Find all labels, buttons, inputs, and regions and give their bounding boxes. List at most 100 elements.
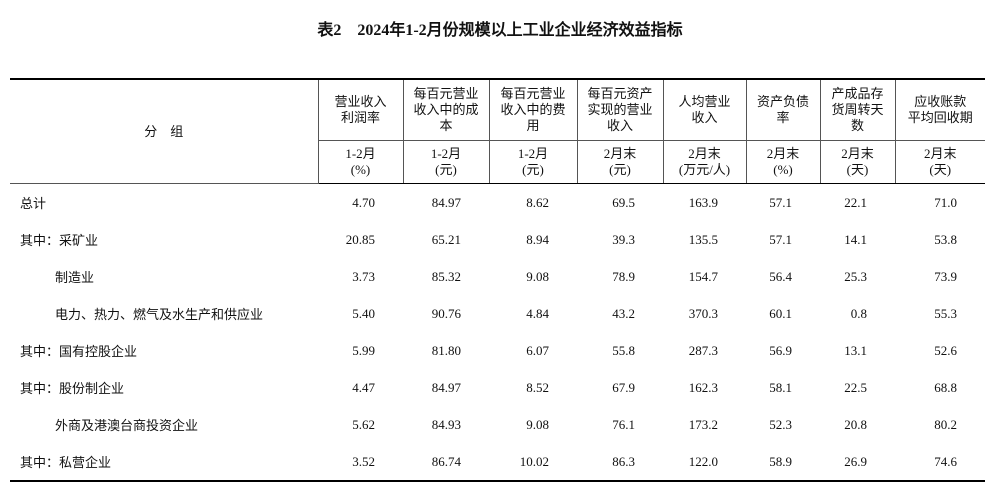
cell-value: 57.1 [769,194,792,210]
cell-value: 73.9 [934,268,957,284]
column-header: 每百元营业 收入中的成本 [402,79,489,141]
cell-value: 90.76 [431,305,461,321]
unit-line: (天) [929,162,952,177]
header-line: 资产负债 [756,94,809,109]
cell-value: 14.1 [844,231,867,247]
cell-value: 9.08 [526,416,549,432]
cell-value: 3.52 [352,453,375,469]
cell-value: 6.07 [526,342,549,358]
row-label: 制造业 [55,270,95,285]
column-header: 每百元资产 实现的营业 收入 [576,79,663,141]
column-header: 人均营业 收入 [662,79,746,141]
row-label: 其中：私营企业 [20,455,112,470]
cell-value: 81.80 [431,342,461,358]
unit-line: 2月末 [603,146,637,161]
header-line: 平均回收期 [907,110,973,125]
cell-value: 39.3 [612,231,635,247]
cell-value: 10.02 [519,453,549,469]
column-header: 每百元营业 收入中的费用 [488,79,577,141]
table-row: 总计 4.70 84.97 8.62 69.5 163.9 57.1 22.1 71.0 [10,184,985,222]
cell-value: 80.2 [934,416,957,432]
header-line: 收入中的成 [413,102,479,117]
unit-line: (元) [522,162,544,177]
cell-value: 52.3 [769,416,792,432]
cell-value: 4.84 [526,305,549,321]
cell-value: 76.1 [612,416,635,432]
group-header: 分 组 [10,79,318,184]
table-row: 其中：采矿业 20.85 65.21 8.94 39.3 135.5 57.1 14.1 53.… [10,221,985,258]
cell-value: 78.9 [612,268,635,284]
table-row: 其中：私营企业 3.52 86.74 10.02 86.3 122.0 58.9 26.9 74… [10,443,985,481]
table-row: 制造业 3.73 85.32 9.08 78.9 154.7 56.4 25.3 73.9 [10,258,985,295]
row-label: 其中：国有控股企业 [20,344,138,359]
column-header: 应收账款 平均回收期 [894,79,985,141]
cell-value: 56.4 [769,268,792,284]
cell-value: 13.1 [844,342,867,358]
cell-value: 25.3 [844,268,867,284]
cell-value: 84.97 [431,379,461,395]
unit-line: (元) [435,162,457,177]
indicator-table: 分 组营业收入 利润率 每百元营业 收入中的成本每百元营业 收入中的费用每百元资产 实现的… [10,78,985,482]
unit-header: 2月末 (天) [819,140,895,184]
cell-value: 135.5 [688,231,718,247]
cell-value: 154.7 [688,268,718,284]
unit-line: 1-2月 [430,146,462,161]
row-label: 其中：股份制企业 [20,381,125,396]
cell-value: 58.1 [769,379,792,395]
unit-header: 2月末 (万元/人) [662,140,746,184]
cell-value: 20.85 [345,231,375,247]
unit-line: 2月末 [841,146,874,161]
cell-value: 55.3 [934,305,957,321]
unit-header: 1-2月 (元) [402,140,489,184]
row-label: 外商及港澳台商投资企业 [55,418,199,433]
cell-value: 86.74 [431,453,461,469]
unit-line: (万元/人) [678,162,731,177]
header-line: 收入中的费 [500,102,566,117]
header-line: 数 [850,118,864,133]
cell-value: 5.62 [352,416,375,432]
cell-value: 8.52 [526,379,549,395]
header-line: 人均营业 [678,94,731,109]
header-line: 本 [439,118,453,133]
cell-value: 162.3 [688,379,718,395]
table-row: 其中：股份制企业 4.47 84.97 8.52 67.9 162.3 58.1 22.5 68… [10,369,985,406]
cell-value: 8.94 [526,231,549,247]
cell-value: 74.6 [934,453,957,469]
unit-line: 2月末 [766,146,800,161]
cell-value: 370.3 [688,305,718,321]
row-label: 电力、热力、燃气及水生产和供应业 [55,307,264,322]
cell-value: 58.9 [769,453,792,469]
table-title: 表2 2024年1-2月份规模以上工业企业经济效益指标 [317,22,683,39]
header-line: 每百元营业 [413,86,479,101]
cell-value: 22.5 [844,379,867,395]
header-line: 产成品存 [831,86,884,101]
cell-value: 122.0 [688,453,718,469]
cell-value: 20.8 [844,416,867,432]
cell-value: 43.2 [612,305,635,321]
cell-value: 69.5 [612,194,635,210]
cell-value: 71.0 [934,194,957,210]
table-row: 外商及港澳台商投资企业 5.62 84.93 9.08 76.1 173.2 52.3 20.… [10,406,985,443]
header-line: 收入 [606,118,633,133]
column-header: 产成品存 货周转天数 [819,79,895,141]
unit-header: 1-2月 (元) [488,140,577,184]
header-line: 实现的营业 [587,102,653,117]
unit-line: 2月末 [923,146,957,161]
cell-value: 68.8 [934,379,957,395]
cell-value: 4.47 [352,379,375,395]
unit-line: (元) [609,162,631,177]
table-row: 电力、热力、燃气及水生产和供应业 5.40 90.76 4.84 43.2 370.3 60… [10,295,985,332]
row-label: 其中：采矿业 [20,233,99,248]
unit-header: 1-2月 (%) [317,140,403,184]
header-line: 货周转天 [831,102,884,117]
unit-header: 2月末 (元) [576,140,663,184]
table-row: 其中：国有控股企业 5.99 81.80 6.07 55.8 287.3 56.9 13.1 5… [10,332,985,369]
unit-line: (%) [773,162,793,177]
cell-value: 84.97 [431,194,461,210]
cell-value: 86.3 [612,453,635,469]
cell-value: 3.73 [352,268,375,284]
cell-value: 67.9 [612,379,635,395]
header-line: 率 [776,110,790,125]
cell-value: 5.99 [352,342,375,358]
